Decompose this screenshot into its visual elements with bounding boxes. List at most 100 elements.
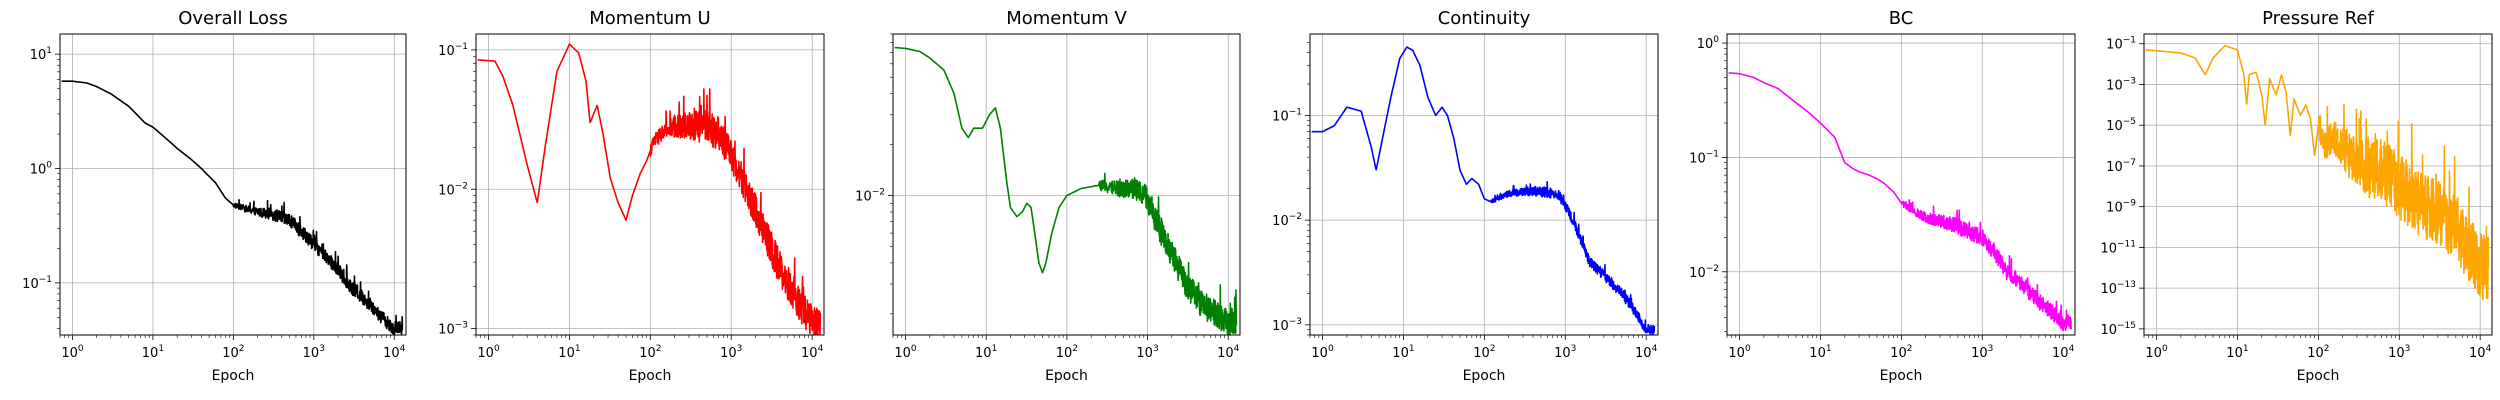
minor-ticks: [1724, 47, 2060, 338]
minor-ticks: [1307, 41, 1643, 338]
y-axis: 10−3 10−2 10−1: [1272, 107, 1310, 334]
x-tick-label: 103: [1136, 344, 1158, 361]
x-axis: 100 101 102 103 104: [2145, 335, 2492, 361]
x-tick-label: 103: [720, 344, 742, 361]
x-tick-label: 100: [1311, 344, 1334, 361]
x-axis-label: Epoch: [212, 368, 255, 384]
subplot-4: Continuity 100 101 102 103 104 10−3 10−2 10−1 Epo…: [1272, 8, 1659, 384]
x-axis-label: Epoch: [1880, 368, 1923, 384]
subplot-1: Overall Loss 100 101 102 103 104 10−1 100 101 Epo…: [22, 8, 407, 384]
series-line: [61, 80, 404, 336]
y-tick-label: 10−1: [1272, 107, 1302, 124]
x-axis: 100 101 102 103 104: [1728, 335, 2075, 361]
x-axis: 100 101 102 103 104: [1311, 335, 1658, 361]
y-tick-label: 10−1: [438, 42, 468, 59]
y-tick-label: 10−13: [2100, 280, 2136, 297]
x-tick-label: 102: [1890, 344, 1912, 361]
y-tick-label: 10−5: [2106, 117, 2136, 134]
x-tick-label: 102: [1056, 344, 1078, 361]
y-tick-label: 10−15: [2100, 321, 2136, 338]
subplot-title: Momentum U: [589, 8, 710, 29]
x-axis-label: Epoch: [1045, 368, 1088, 384]
y-tick-label: 10−1: [1689, 149, 1719, 166]
series-line: [1728, 72, 2073, 332]
subplot-title: Continuity: [1438, 8, 1531, 29]
y-tick-label: 10−2: [1272, 212, 1302, 229]
x-tick-label: 103: [1554, 344, 1576, 361]
x-tick-label: 101: [2226, 344, 2248, 361]
x-tick-label: 104: [801, 344, 824, 361]
series-line: [2145, 44, 2490, 301]
y-tick-label: 10−1: [2106, 36, 2136, 53]
y-tick-label: 10−3: [2106, 76, 2136, 93]
subplot-title: Pressure Ref: [2262, 8, 2374, 29]
gridlines: [60, 34, 406, 335]
x-axis-label: Epoch: [1463, 368, 1506, 384]
y-tick-label: 10−9: [2106, 199, 2136, 216]
x-tick-label: 103: [2388, 344, 2410, 361]
x-tick-label: 103: [1971, 344, 1993, 361]
x-tick-label: 101: [142, 344, 164, 361]
y-axis: 10−3 10−2 10−1: [438, 42, 476, 338]
y-tick-label: 10−11: [2100, 239, 2136, 256]
subplot-title: Overall Loss: [178, 8, 288, 29]
x-tick-label: 102: [2307, 344, 2329, 361]
x-tick-label: 102: [1473, 344, 1495, 361]
x-tick-label: 101: [558, 344, 580, 361]
x-axis: 100 101 102 103 104: [477, 335, 824, 361]
gridlines: [893, 34, 1240, 335]
series-line: [894, 46, 1238, 336]
series-line: [477, 43, 822, 335]
x-tick-label: 100: [1728, 344, 1751, 361]
subplot-title: BC: [1889, 8, 1914, 29]
subplot-5: BC 100 101 102 103 104 10−2 10−1 100 Epoch: [1689, 8, 2076, 384]
x-tick-label: 104: [1217, 344, 1240, 361]
minor-ticks: [57, 59, 391, 338]
y-axis: 10−15 10−13 10−11 10−9 10−7 10−5 10−3 10−1: [2100, 36, 2144, 338]
series-line: [1311, 46, 1656, 336]
y-axis: 10−2: [855, 188, 893, 205]
x-axis: 100 101 102 103 104: [61, 335, 406, 361]
y-tick-label: 10−1: [22, 275, 52, 292]
y-axis: 10−2 10−1 100: [1689, 35, 1727, 281]
y-tick-label: 10−3: [1272, 317, 1302, 334]
x-tick-label: 100: [477, 344, 500, 361]
y-tick-label: 10−2: [438, 181, 468, 198]
x-tick-label: 100: [61, 344, 84, 361]
x-tick-label: 101: [1392, 344, 1414, 361]
y-tick-label: 10−7: [2106, 158, 2136, 175]
x-tick-label: 103: [303, 344, 325, 361]
x-tick-label: 104: [1635, 344, 1658, 361]
gridlines: [1310, 34, 1658, 335]
subplot-title: Momentum V: [1006, 8, 1127, 29]
x-tick-label: 102: [639, 344, 661, 361]
x-tick-label: 101: [1809, 344, 1831, 361]
y-tick-label: 101: [30, 46, 52, 63]
y-tick-label: 10−3: [438, 321, 468, 338]
gridlines: [1727, 34, 2075, 335]
subplot-grid: Overall Loss 100 101 102 103 104 10−1 100 101 Epo…: [22, 8, 2493, 384]
gridlines: [476, 34, 824, 335]
subplot-3: Momentum V 100 101 102 103 104 10−2 Epoch: [855, 8, 1241, 384]
x-tick-label: 100: [894, 344, 917, 361]
x-tick-label: 102: [222, 344, 244, 361]
x-axis-label: Epoch: [2297, 368, 2340, 384]
y-tick-label: 10−2: [855, 188, 885, 205]
x-tick-label: 100: [2145, 344, 2168, 361]
y-tick-label: 100: [1697, 35, 1720, 52]
y-tick-label: 100: [30, 160, 53, 177]
minor-ticks: [473, 55, 809, 338]
y-tick-label: 10−2: [1689, 264, 1719, 281]
subplot-2: Momentum U 100 101 102 103 104 10−3 10−2 10−1 Epo…: [438, 8, 825, 384]
y-axis: 10−1 100 101: [22, 46, 60, 292]
x-tick-label: 104: [2052, 344, 2075, 361]
x-tick-label: 104: [383, 344, 406, 361]
minor-ticks: [890, 33, 1225, 338]
x-tick-label: 104: [2469, 344, 2492, 361]
gridlines: [2144, 34, 2492, 335]
x-axis: 100 101 102 103 104: [894, 335, 1240, 361]
x-tick-label: 101: [975, 344, 997, 361]
x-axis-label: Epoch: [629, 368, 672, 384]
